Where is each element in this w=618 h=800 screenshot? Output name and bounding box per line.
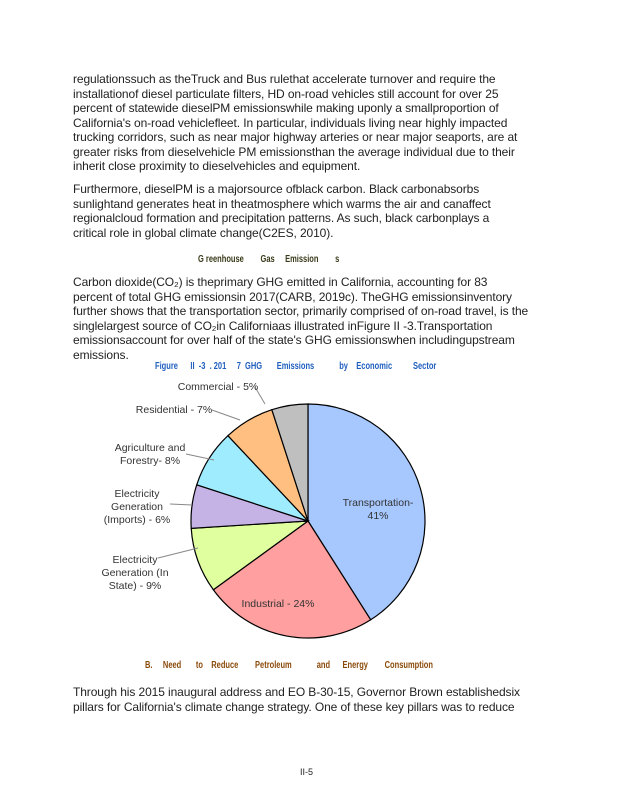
- paragraph-carbon-dioxide: Carbon dioxide(CO₂) is theprimary GHG em…: [73, 275, 528, 362]
- slice-label: Electricity Generation (Imports) - 6%: [104, 488, 171, 527]
- text-line: singlelargest source of CO₂in California…: [73, 318, 493, 333]
- pie-slice: [307, 403, 426, 621]
- paragraph-black-carbon: Furthermore, dieselPM is a majorsource o…: [73, 182, 491, 240]
- leader-line: [211, 409, 241, 421]
- text-line: emissions.: [73, 347, 129, 362]
- pie-slice: [271, 403, 309, 522]
- paragraph-governor-brown: Through his 2015 inaugural address and E…: [73, 685, 520, 714]
- text-line: further shows that the transportation se…: [73, 304, 529, 318]
- slice-label-line: Transportation-: [342, 497, 414, 509]
- text-line: percent of statewide dieselPM emissionsw…: [73, 101, 499, 115]
- paragraph-diesel-regulations: regulationssuch as theTruck and Bus rule…: [73, 72, 517, 174]
- text-line: Furthermore, dieselPM is a majorsource o…: [73, 182, 480, 196]
- slice-label: Transportation- 41%: [343, 497, 414, 523]
- slice-label: Electricity Generation (In State) - 9%: [101, 554, 168, 593]
- slice-label-line: (Imports) - 6%: [103, 514, 171, 526]
- leader-line: [185, 453, 215, 461]
- slice-label-line: 41%: [367, 510, 389, 522]
- text-line: emissionsaccount for over half of the st…: [73, 333, 515, 347]
- slice-label-line: Electricity: [112, 554, 158, 566]
- slice-label-line: Generation (In: [101, 567, 169, 579]
- leader-line: [157, 547, 199, 559]
- page-number: II-5: [300, 767, 314, 777]
- slice-label: Residential - 7%: [136, 404, 212, 417]
- text-line: inherit close proximity to dieselvehicle…: [73, 159, 361, 173]
- text-line: Carbon dioxide(CO₂) is theprimary GHG em…: [73, 275, 488, 289]
- text-line: critical role in global climate change(C…: [73, 225, 334, 240]
- text-line: greater risks from dieselvehicle PM emis…: [73, 144, 515, 159]
- slice-label-line: Agriculture and: [114, 442, 186, 454]
- slice-label-line: Electricity: [114, 488, 160, 500]
- heading-section-b: B. Need to Reduce Petroleum and Energy C…: [145, 660, 433, 671]
- text-line: California's on-road vehiclefleet. In pa…: [73, 115, 508, 130]
- slice-label-line: State) - 9%: [108, 580, 162, 592]
- slice-label: Industrial - 24%: [242, 598, 315, 611]
- slice-label-line: Commercial - 5%: [177, 381, 259, 393]
- figure-caption: Figure II -3 . 201 7 GHG Emissions by Ec…: [155, 361, 437, 372]
- text-line: installationof diesel particulate filter…: [73, 86, 499, 101]
- slice-label-line: Generation: [111, 501, 163, 513]
- leader-line: [169, 503, 193, 506]
- slice-label-line: Residential - 7%: [135, 404, 213, 416]
- slice-label-line: Industrial - 24%: [241, 598, 315, 610]
- text-line: Through his 2015 inaugural address and E…: [73, 685, 520, 699]
- pie-slice: [212, 520, 372, 639]
- slice-label: Commercial - 5%: [178, 381, 259, 394]
- slice-label: Agriculture and Forestry- 8%: [115, 442, 186, 468]
- text-line: regulationssuch as theTruck and Bus rule…: [73, 72, 496, 86]
- text-line: trucking corridors, such as near major h…: [73, 130, 518, 144]
- heading-greenhouse-gas-emissions: G reenhouse Gas Emission s: [198, 254, 340, 265]
- leader-line: [254, 386, 266, 405]
- text-line: pillars for California's climate change …: [73, 699, 515, 714]
- slice-label-line: Forestry- 8%: [119, 455, 181, 467]
- text-line: sunlightand generates heat in theatmosph…: [73, 196, 491, 211]
- text-line: regionalcloud formation and precipitatio…: [73, 211, 490, 225]
- text-line: percent of total GHG emissionsin 2017(CA…: [73, 289, 512, 304]
